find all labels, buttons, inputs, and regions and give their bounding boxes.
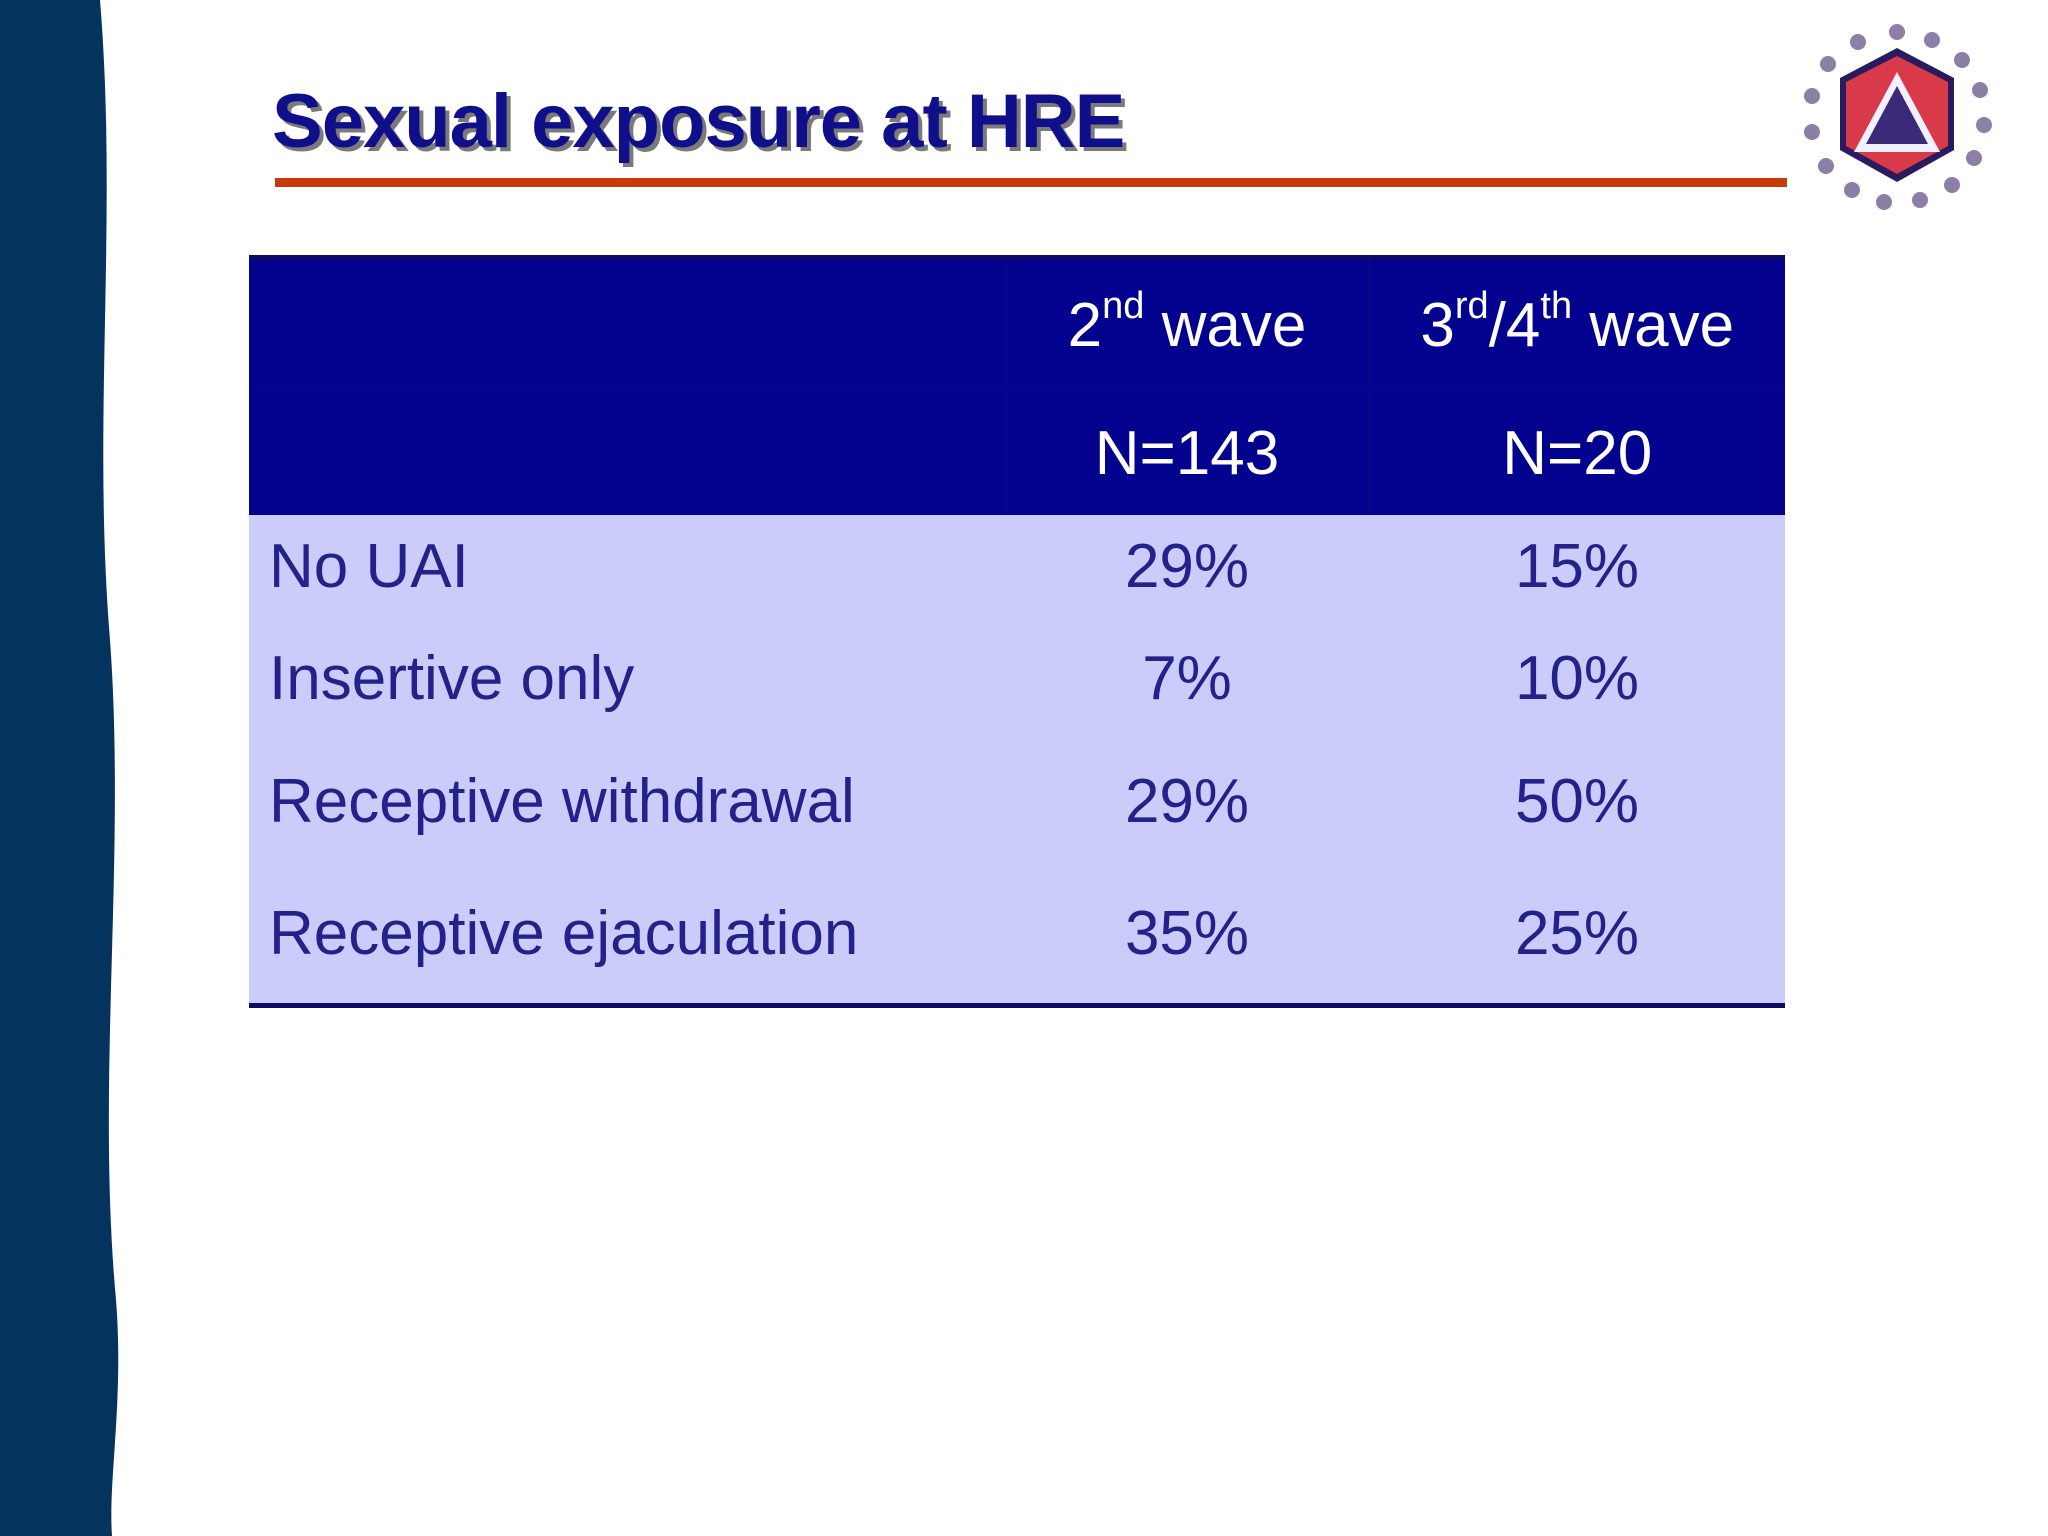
row-label: Receptive ejaculation	[249, 863, 1005, 1006]
value-3rd-4th-wave: 10%	[1369, 617, 1785, 740]
table-row: Receptive ejaculation 35% 25%	[249, 863, 1785, 1006]
table-header-row: 2nd wave 3rd/4th wave	[249, 257, 1785, 391]
slide-title: Sexual exposure at HRE	[272, 79, 1125, 164]
row-label: Insertive only	[249, 617, 1005, 740]
header-empty-cell	[249, 390, 1005, 515]
value-2nd-wave: 29%	[1005, 515, 1369, 617]
row-label: Receptive withdrawal	[249, 740, 1005, 863]
table-row: No UAI 29% 15%	[249, 515, 1785, 617]
value-3rd-4th-wave: 25%	[1369, 863, 1785, 1006]
header-empty-cell	[249, 257, 1005, 391]
value-3rd-4th-wave: 50%	[1369, 740, 1785, 863]
left-decorative-band	[0, 0, 119, 1536]
table-row: Insertive only 7% 10%	[249, 617, 1785, 740]
exposure-table: 2nd wave 3rd/4th wave N=143 N=20 No UAI …	[249, 255, 1785, 1008]
value-2nd-wave: 35%	[1005, 863, 1369, 1006]
n-3rd-4th-wave: N=20	[1368, 390, 1785, 515]
table-n-row: N=143 N=20	[249, 390, 1785, 515]
column-header-3rd-4th-wave: 3rd/4th wave	[1368, 257, 1785, 391]
triangle-hexagon-logo-icon	[1804, 24, 1992, 210]
value-2nd-wave: 29%	[1005, 740, 1369, 863]
row-label: No UAI	[249, 515, 1005, 617]
title-underline	[275, 178, 1787, 187]
n-2nd-wave: N=143	[1004, 390, 1369, 515]
table-row: Receptive withdrawal 29% 50%	[249, 740, 1785, 863]
value-2nd-wave: 7%	[1005, 617, 1369, 740]
value-3rd-4th-wave: 15%	[1369, 515, 1785, 617]
column-header-2nd-wave: 2nd wave	[1004, 257, 1369, 391]
